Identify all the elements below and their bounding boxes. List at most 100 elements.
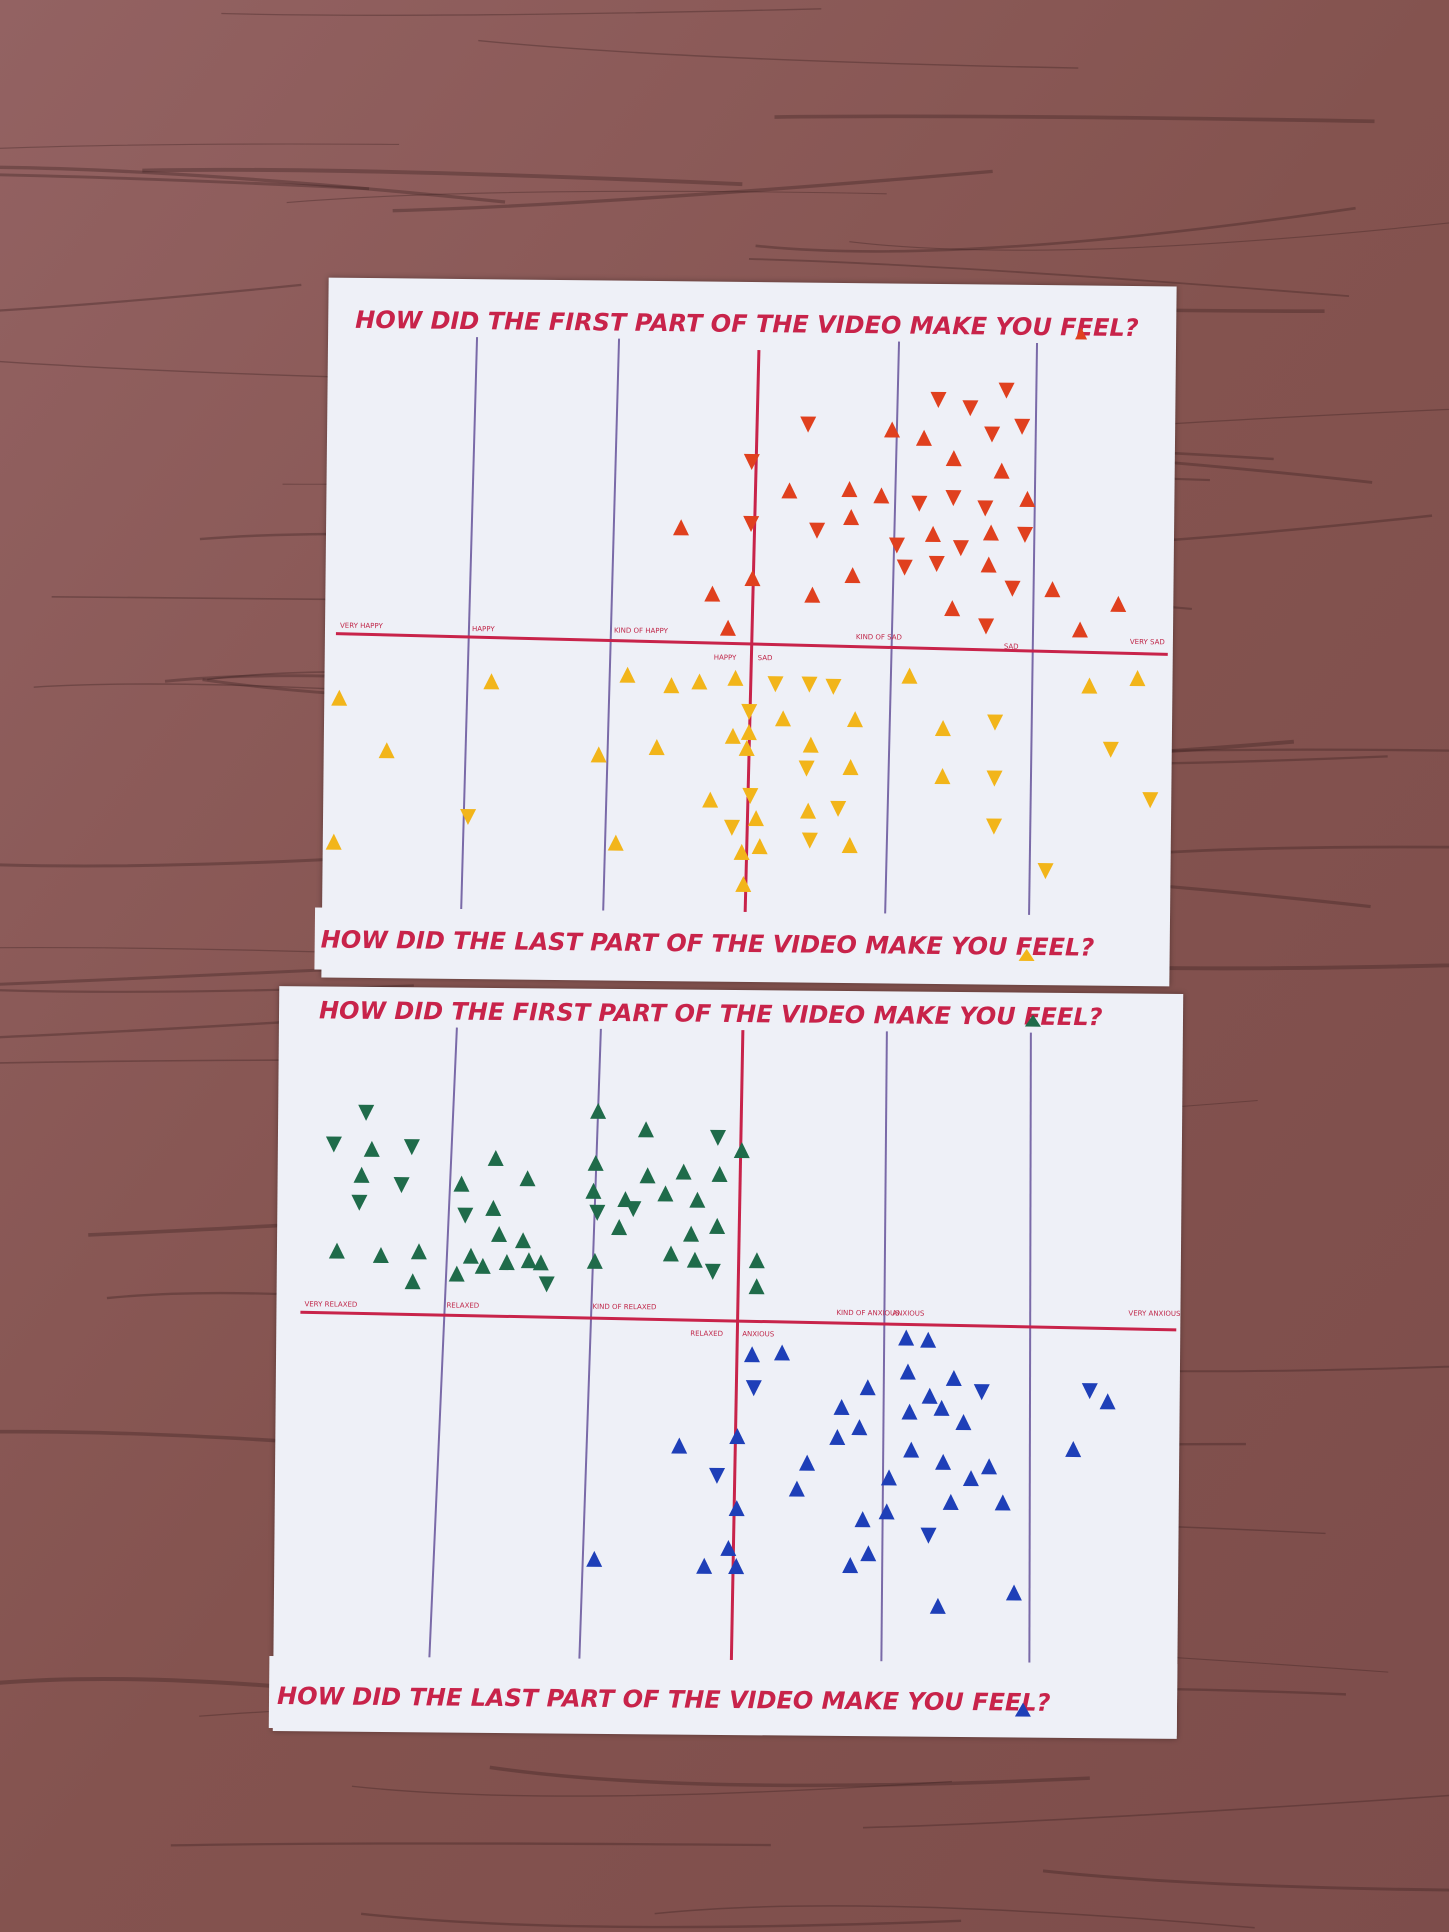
wood-grain-streak [0, 283, 302, 312]
yellow-sticker-triangle [619, 666, 636, 683]
blue-sticker-triangle [981, 1458, 998, 1475]
green-sticker-triangle [363, 1140, 380, 1157]
green-sticker-triangle [520, 1252, 537, 1269]
red-sticker-triangle [743, 515, 760, 533]
blue-sticker-triangle [586, 1550, 603, 1567]
blue-sticker-triangle [880, 1469, 897, 1486]
wood-grain-streak [392, 169, 993, 213]
blue-sticker-triangle [878, 1503, 895, 1520]
red-sticker-triangle [915, 429, 932, 446]
bottom-poster-last-question: HOW DID THE LAST PART OF THE VIDEO MAKE … [277, 1682, 1051, 1717]
wood-grain-streak [774, 114, 1375, 124]
blue-sticker-triangle [720, 1539, 737, 1557]
yellow-sticker-triangle [846, 711, 863, 728]
green-sticker-triangle [498, 1254, 515, 1271]
green-sticker-triangle [585, 1182, 602, 1199]
bottom-poster-footer-strip [268, 1655, 1178, 1736]
red-sticker-triangle [888, 537, 905, 554]
bottom-poster-horizontal-axis [300, 1310, 1177, 1332]
yellow-sticker-triangle [800, 802, 817, 819]
wood-grain-streak [0, 360, 373, 379]
yellow-sticker-triangle [774, 710, 791, 727]
top-poster-grid-line [1027, 342, 1039, 923]
blue-sticker-triangle [773, 1344, 790, 1361]
yellow-sticker-triangle [1129, 670, 1146, 687]
green-sticker-triangle [410, 1243, 427, 1260]
green-sticker-triangle [704, 1263, 721, 1280]
green-sticker-triangle [491, 1225, 508, 1243]
yellow-sticker-triangle [691, 673, 708, 690]
yellow-sticker-triangle [901, 667, 918, 684]
blue-sticker-triangle [962, 1470, 979, 1487]
blue-sticker-triangle [1099, 1393, 1116, 1410]
blue-sticker-triangle [745, 1380, 762, 1397]
red-sticker-triangle [873, 487, 890, 504]
red-sticker-triangle [884, 421, 901, 438]
yellow-sticker-triangle [741, 703, 758, 720]
top-scale-label-kind-of-happy: KIND OF HAPPY [614, 627, 669, 636]
bottom-poster-grid-line [1028, 1032, 1032, 1663]
bottom-poster-grid-line [880, 1031, 888, 1662]
yellow-sticker-triangle [801, 832, 818, 849]
yellow-sticker-triangle [830, 800, 847, 817]
wood-grain-streak [478, 39, 1079, 69]
blue-sticker-triangle [1005, 1584, 1022, 1601]
red-sticker-triangle [977, 500, 994, 517]
yellow-sticker-triangle [738, 739, 755, 757]
top-poster-horizontal-axis [335, 632, 1168, 656]
wood-grain-streak [286, 190, 887, 204]
red-sticker-triangle [952, 540, 969, 557]
green-sticker-triangle [474, 1257, 491, 1274]
green-sticker-triangle [519, 1170, 536, 1187]
yellow-sticker-triangle [934, 720, 951, 737]
blue-sticker-triangle [899, 1363, 916, 1380]
yellow-sticker-triangle [331, 689, 348, 706]
yellow-sticker-triangle [1081, 677, 1098, 694]
red-sticker-triangle [993, 462, 1010, 479]
yellow-sticker-triangle [740, 723, 757, 741]
red-sticker-triangle [672, 519, 689, 536]
green-sticker-triangle [586, 1252, 603, 1269]
bottom-poster-green-sticker-legend-icon [1024, 1014, 1041, 1027]
yellow-sticker-triangle [648, 739, 665, 756]
blue-sticker-triangle [743, 1346, 760, 1363]
red-sticker-triangle [744, 570, 761, 587]
blue-sticker-triangle [859, 1379, 876, 1396]
red-sticker-triangle [978, 618, 995, 635]
green-sticker-triangle [611, 1219, 628, 1236]
bottom-scale-label-very-anxious: VERY ANXIOUS [1128, 1309, 1181, 1317]
red-sticker-triangle [841, 481, 858, 498]
top-poster-grid-line [601, 338, 621, 919]
green-sticker-triangle [485, 1199, 502, 1216]
wood-grain-streak [170, 1842, 771, 1847]
yellow-sticker-triangle [724, 819, 741, 836]
red-sticker-triangle [800, 416, 817, 433]
red-sticker-triangle [896, 559, 913, 576]
blue-sticker-triangle [788, 1480, 805, 1497]
red-sticker-triangle [962, 400, 979, 417]
top-poster-center-divider [743, 350, 761, 920]
green-sticker-triangle [657, 1185, 674, 1202]
blue-sticker-triangle [921, 1387, 938, 1404]
red-sticker-triangle [1014, 418, 1031, 435]
yellow-sticker-triangle [986, 818, 1003, 835]
green-sticker-triangle [325, 1136, 342, 1153]
yellow-sticker-triangle [841, 837, 858, 854]
yellow-sticker-triangle [987, 714, 1004, 731]
wood-grain-streak [1042, 1869, 1449, 1892]
red-sticker-triangle [945, 450, 962, 467]
blue-sticker-triangle [1081, 1383, 1098, 1400]
red-sticker-triangle [980, 556, 997, 573]
wood-grain-streak [351, 1780, 952, 1797]
wood-grain-streak [654, 1905, 1255, 1929]
green-sticker-triangle [748, 1252, 765, 1269]
yellow-sticker-triangle [751, 838, 768, 855]
wood-grain-streak [0, 143, 400, 149]
bottom-scale-label-anxious: ANXIOUS [892, 1309, 925, 1317]
top-poster-footer-strip [314, 907, 1170, 979]
blue-sticker-triangle [973, 1384, 990, 1401]
green-sticker-triangle [662, 1245, 679, 1262]
blue-sticker-triangle [920, 1331, 937, 1348]
green-sticker-triangle [637, 1121, 654, 1138]
